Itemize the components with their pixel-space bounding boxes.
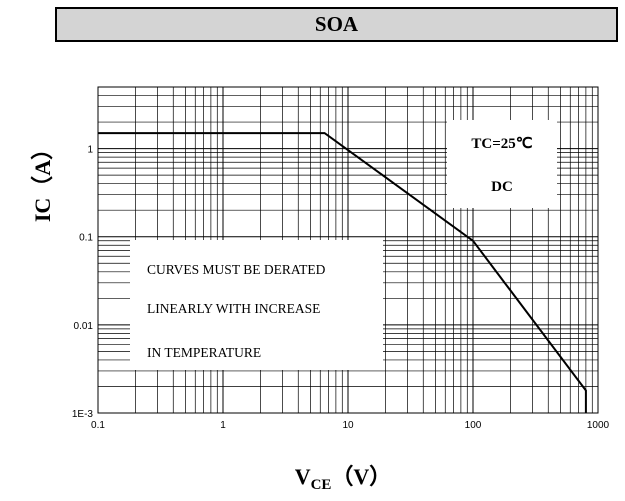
x-tick-label: 10 <box>342 420 354 431</box>
x-tick-label: 1000 <box>587 420 610 431</box>
condition-label: TC=25℃ <box>471 136 532 152</box>
y-tick-labels: 1E-3 0.01 0.1 1 <box>72 145 94 420</box>
plot-frame <box>97 86 599 414</box>
note-line-3: IN TEMPERATURE <box>147 345 261 360</box>
x-tick-label: 1 <box>220 420 226 431</box>
x-axis-label: VCE（V） <box>295 464 392 493</box>
x-tick-labels: 0.1 1 10 100 1000 <box>91 420 610 431</box>
x-axis-label-unit: （V） <box>331 464 391 489</box>
y-tick-label: 1E-3 <box>72 409 94 420</box>
mode-label: DC <box>491 179 513 195</box>
condition-box <box>447 120 557 208</box>
soa-curve <box>98 132 587 413</box>
note-box <box>130 240 383 370</box>
note-line-1: CURVES MUST BE DERATED <box>147 262 326 277</box>
y-tick-label: 1 <box>87 145 93 156</box>
x-axis-label-sub: CE <box>311 477 332 493</box>
x-tick-label: 100 <box>465 420 482 431</box>
note-line-2: LINEARLY WITH INCREASE <box>147 301 320 316</box>
x-tick-label: 0.1 <box>91 420 105 431</box>
y-tick-label: 0.1 <box>79 233 93 244</box>
x-axis-label-main: V <box>295 464 311 489</box>
y-axis-label: IC（A） <box>30 138 55 222</box>
chart-title: SOA <box>55 7 618 42</box>
y-tick-label: 0.01 <box>74 321 94 332</box>
